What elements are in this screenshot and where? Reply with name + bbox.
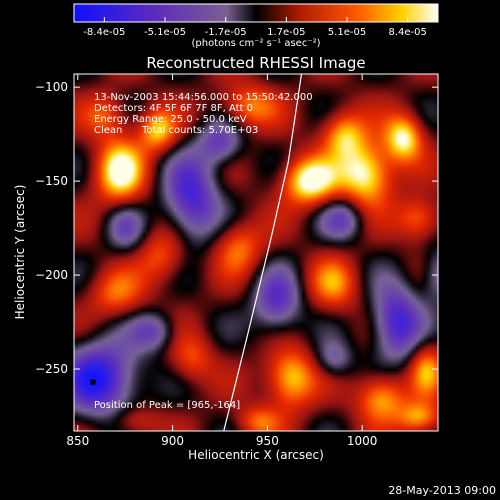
footer-date: 28-May-2013 09:00 (388, 484, 496, 497)
y-tick-label: −150 (35, 174, 68, 188)
colorbar-tick-label: -1.7e-05 (205, 27, 247, 38)
annotation-block: 13-Nov-2003 15:44:56.000 to 15:50:42.000… (94, 92, 313, 136)
colorbar-unit-label: (photons cm⁻² s⁻¹ asec⁻²) (191, 38, 320, 49)
x-tick-label: 1000 (347, 434, 378, 448)
colorbar: -8.4e-05 -5.1e-05 -1.7e-05 1.7e-05 5.1e-05 8.… (73, 3, 439, 49)
y-tick-label: −100 (35, 80, 68, 94)
annotation-detectors: Detectors: 4F 5F 6F 7F 8F, Att 0 (94, 103, 253, 114)
peak-marker (90, 379, 96, 385)
colorbar-tick-label: -8.4e-05 (83, 27, 125, 38)
colorbar-tick-label: 8.4e-05 (388, 27, 426, 38)
solar-limb-curve (223, 74, 303, 431)
colorbar-strip (73, 3, 439, 23)
x-tick-label: 850 (66, 434, 89, 448)
x-axis-ticks: 850 900 950 1000 (66, 74, 377, 448)
heatmap-image (74, 74, 438, 431)
x-tick-label: 950 (256, 434, 279, 448)
y-tick-label: −200 (35, 268, 68, 282)
colorbar-tick-label: -5.1e-05 (144, 27, 186, 38)
y-axis-label: Heliocentric Y (arcsec) (13, 185, 27, 320)
colorbar-tick-label: 1.7e-05 (267, 27, 305, 38)
annotation-peak-position: Position of Peak = [965,-164] (94, 400, 240, 411)
colorbar-ticks: -8.4e-05 -5.1e-05 -1.7e-05 1.7e-05 5.1e-05 8.… (83, 17, 427, 38)
y-axis-ticks: −100 −150 −200 −250 (35, 80, 438, 376)
colorbar-tick-label: 5.1e-05 (328, 27, 366, 38)
annotation-energy-range: Energy Range: 25.0 - 50.0 keV (94, 114, 247, 125)
plot-frame (73, 73, 439, 432)
annotation-time-range: 13-Nov-2003 15:44:56.000 to 15:50:42.000 (94, 92, 313, 103)
x-tick-label: 900 (161, 434, 184, 448)
x-axis-label: Heliocentric X (arcsec) (188, 448, 324, 462)
chart-title: Reconstructed RHESSI Image (146, 54, 365, 72)
annotation-total-counts: Total counts: 5.70E+03 (141, 125, 258, 136)
annotation-clean: Clean (94, 125, 122, 136)
plot-area: 850 900 950 1000 −100 −150 −200 −250 13-Nov-20… (35, 73, 439, 448)
y-tick-label: −250 (35, 362, 68, 376)
